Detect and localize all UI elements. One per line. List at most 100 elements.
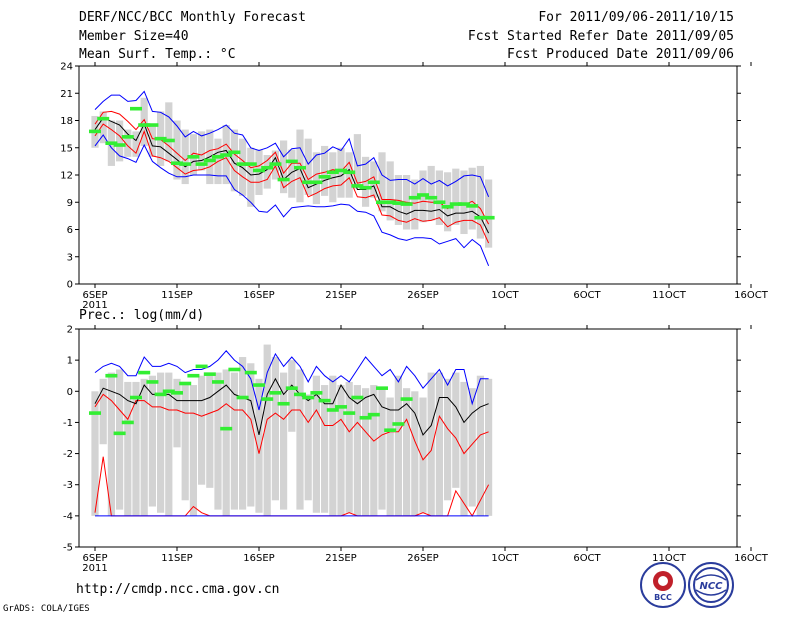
ensemble-box: [206, 375, 214, 488]
observation-marker: [392, 201, 405, 205]
ensemble-box: [247, 147, 255, 207]
ensemble-box: [263, 344, 271, 516]
observation-marker: [146, 380, 159, 384]
observation-marker: [171, 161, 183, 165]
variable-label: Mean Surf. Temp.: °C: [79, 47, 236, 62]
x-tick-label: 21SEP: [325, 290, 356, 301]
observation-marker: [113, 431, 126, 436]
observation-marker: [212, 155, 224, 159]
observation-marker: [294, 392, 306, 397]
observation-marker: [195, 162, 208, 166]
observation-marker: [417, 193, 429, 197]
y-tick-label: 18: [60, 116, 73, 127]
ensemble-box: [444, 172, 452, 232]
observation-marker: [425, 195, 438, 200]
ensemble-box: [460, 170, 468, 235]
ensemble-box: [362, 388, 370, 516]
observation-marker: [384, 428, 397, 433]
y-tick-label: 6: [67, 225, 73, 236]
series-mean-line: [94, 117, 490, 234]
ensemble-box: [370, 385, 378, 516]
y-tick-label: 3: [67, 252, 73, 263]
ensemble-box: [476, 165, 484, 239]
ensemble-box: [452, 168, 460, 225]
ensemble-box: [353, 385, 361, 516]
observation-marker: [343, 170, 356, 175]
observation-marker: [121, 420, 134, 425]
series-max-line: [94, 350, 489, 411]
observation-marker: [326, 170, 339, 175]
ensemble-box: [476, 375, 484, 516]
y-tick-label: 0: [67, 387, 73, 398]
observation-marker: [359, 415, 372, 420]
source-url[interactable]: http://cmdp.ncc.cma.gov.cn: [76, 582, 280, 597]
observation-marker: [220, 153, 233, 157]
ensemble-box: [345, 381, 353, 513]
observation-marker: [310, 180, 323, 185]
bcc-logo: BCC: [640, 562, 686, 608]
observation-marker: [466, 204, 479, 208]
ensemble-box: [386, 397, 394, 516]
observation-marker: [326, 408, 339, 412]
forecast-period: For 2011/09/06-2011/10/15: [538, 10, 734, 25]
observation-marker: [244, 370, 257, 375]
ensemble-box: [288, 360, 296, 432]
ensemble-box: [288, 149, 296, 198]
ensemble-box: [304, 138, 312, 195]
observation-marker: [138, 370, 151, 375]
observation-marker: [335, 168, 347, 173]
ensemble-box: [173, 120, 181, 180]
bcc-logo-text: BCC: [654, 593, 672, 602]
ensemble-box: [124, 129, 132, 157]
observation-marker: [367, 412, 380, 417]
x-tick-label: 21SEP: [325, 553, 356, 564]
observation-marker: [228, 367, 241, 372]
ensemble-box: [140, 97, 148, 146]
x-tick-label: 16SEP: [243, 290, 274, 301]
x-tick-label: 11SEP: [161, 290, 192, 301]
observation-marker: [376, 386, 388, 390]
x-tick-label: 11OCT: [652, 290, 687, 301]
ensemble-box: [239, 357, 247, 510]
chart-title: DERF/NCC/BCC Monthly Forecast: [79, 10, 306, 25]
observation-marker: [474, 215, 487, 220]
grads-credit: GrADS: COLA/IGES: [3, 604, 90, 614]
x-tick-label: 16SEP: [243, 553, 274, 564]
ensemble-box: [148, 375, 156, 507]
y-tick-label: -2: [63, 449, 73, 460]
x-tick-label: 26SEP: [407, 290, 438, 301]
ensemble-box: [304, 394, 312, 501]
ensemble-box: [247, 363, 255, 507]
ensemble-box: [485, 378, 493, 516]
x-tick-label: 1OCT: [491, 553, 519, 564]
ensemble-box: [116, 120, 124, 162]
ensemble-box: [99, 378, 107, 445]
ensemble-box: [181, 129, 189, 185]
ensemble-box: [337, 147, 345, 198]
observation-marker: [97, 116, 110, 121]
observation-marker: [277, 401, 290, 406]
observation-marker: [408, 195, 421, 200]
ensemble-box: [173, 378, 181, 448]
ensemble-box: [222, 369, 230, 516]
ensemble-box: [394, 375, 402, 516]
observation-marker: [482, 215, 495, 220]
observation-marker: [154, 136, 167, 141]
ensemble-box: [460, 381, 468, 516]
ensemble-box: [198, 375, 206, 485]
observation-marker: [236, 162, 249, 166]
observation-marker: [203, 372, 216, 376]
ensemble-box: [296, 129, 304, 203]
observation-marker: [351, 184, 364, 188]
observation-marker: [302, 180, 315, 185]
ensemble-box: [386, 161, 394, 221]
observation-marker: [179, 162, 192, 166]
ensemble-box: [263, 155, 271, 189]
ensemble-box: [485, 179, 493, 248]
series-upper-line: [94, 393, 489, 461]
observation-marker: [113, 143, 126, 147]
ensemble-box: [189, 134, 197, 175]
ensemble-box: [444, 378, 452, 501]
observation-marker: [294, 165, 306, 170]
